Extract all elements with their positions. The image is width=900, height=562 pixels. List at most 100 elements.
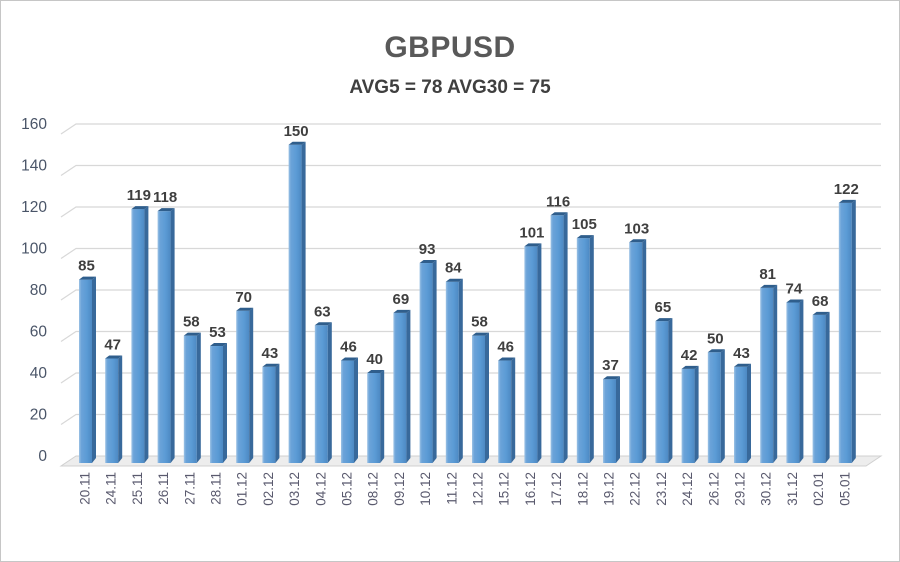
bar-value-label: 103 [624, 220, 649, 237]
bar [393, 309, 411, 463]
bar [812, 311, 830, 463]
bar [79, 276, 96, 463]
bar-side [851, 199, 856, 463]
x-axis-tick-label: 16.12 [523, 472, 538, 506]
bar-value-label: 101 [519, 224, 544, 241]
bar-front [707, 352, 721, 463]
bar-front [786, 302, 800, 463]
bar-side [747, 363, 751, 463]
bar [288, 141, 306, 463]
bar-top [341, 357, 358, 361]
x-axis-tick-label: 25.11 [130, 472, 145, 505]
y-axis-tick-label: 120 [21, 199, 47, 216]
bar-side [249, 307, 254, 463]
bar-front [629, 242, 643, 463]
bar [314, 322, 332, 463]
bar [131, 206, 149, 463]
x-axis-tick-label: 18.12 [575, 472, 590, 506]
bar [786, 299, 804, 463]
bar-front [760, 287, 774, 463]
bar-top [445, 278, 463, 282]
bar-top [183, 332, 201, 336]
bar-top [314, 322, 332, 326]
bar-value-label: 43 [262, 345, 279, 362]
bar [157, 208, 175, 463]
bar-value-label: 69 [393, 291, 410, 308]
x-axis-tick-label: 17.12 [549, 472, 564, 506]
bar-front [576, 238, 590, 463]
bar-front [367, 373, 381, 463]
y-axis-tick-label: 0 [38, 448, 47, 465]
gridline [60, 330, 881, 342]
bar-top [734, 363, 751, 367]
bar-top [838, 199, 856, 203]
bar [498, 357, 516, 463]
x-axis-tick-label: 19.12 [602, 472, 617, 506]
x-axis-tick-label: 02.12 [261, 472, 276, 506]
x-axis-tick-label: 12.12 [471, 472, 486, 506]
bar-side [92, 276, 96, 463]
bar [445, 278, 463, 463]
x-axis-tick-label: 20.11 [78, 472, 93, 505]
bar-value-label: 58 [471, 314, 488, 331]
y-axis-tick-label: 80 [30, 282, 48, 299]
bar-top [367, 370, 385, 373]
bar-value-label: 58 [183, 314, 200, 331]
bar-top [236, 307, 254, 311]
y-axis-tick-label: 20 [30, 407, 48, 424]
bar-front [603, 379, 616, 463]
x-axis-tick-label: 03.12 [287, 472, 302, 506]
gridline [60, 372, 881, 384]
bar-value-label: 46 [340, 339, 357, 356]
x-axis-tick-label: 28.11 [209, 472, 224, 505]
bar [550, 212, 568, 463]
bar-value-label: 85 [78, 258, 95, 275]
bar-value-label: 65 [655, 299, 672, 316]
x-axis-tick-label: 11.12 [444, 472, 459, 505]
bar-value-label: 40 [366, 351, 383, 368]
bar-front [524, 246, 538, 463]
bar-side [511, 357, 516, 463]
x-axis-tick-label: 23.12 [654, 472, 669, 506]
bar-side [327, 322, 332, 463]
bar-side [170, 208, 175, 463]
x-axis-tick-label: 10.12 [418, 472, 433, 506]
bar-side [616, 376, 620, 463]
y-axis-tick-label: 40 [30, 365, 48, 382]
bar [681, 365, 699, 463]
bar-front [472, 335, 485, 463]
bar-front [183, 335, 197, 463]
y-axis-tick-label: 60 [30, 324, 48, 341]
bar-side [196, 332, 201, 463]
bar-front [655, 321, 669, 463]
bar-front [341, 360, 354, 463]
bar [524, 243, 542, 463]
bar [603, 376, 620, 463]
bar-value-label: 63 [314, 303, 331, 320]
x-axis-tick-label: 08.12 [366, 472, 381, 506]
bar-front [79, 279, 92, 463]
bar-top [79, 276, 96, 280]
x-axis-tick-label: 24.12 [680, 472, 695, 506]
bar-top [576, 235, 594, 239]
bar [707, 349, 725, 463]
x-axis-tick-label: 27.11 [182, 472, 197, 505]
bar-value-label: 50 [707, 330, 724, 347]
bar [341, 357, 358, 463]
bar-front [681, 368, 695, 463]
x-axis-tick-label: 05.12 [340, 472, 355, 506]
bar-top [131, 206, 149, 210]
bar-top [393, 309, 411, 313]
bar-side [144, 206, 149, 463]
bar-side [537, 243, 542, 463]
bar-value-label: 47 [104, 336, 121, 353]
bar-side [354, 357, 358, 463]
bar-top [655, 318, 673, 322]
bar [760, 284, 778, 463]
x-axis-tick-label: 24.11 [104, 472, 119, 505]
bar-front [262, 366, 276, 463]
gridline [60, 164, 881, 176]
bar-side [825, 311, 830, 463]
bar [183, 332, 201, 463]
